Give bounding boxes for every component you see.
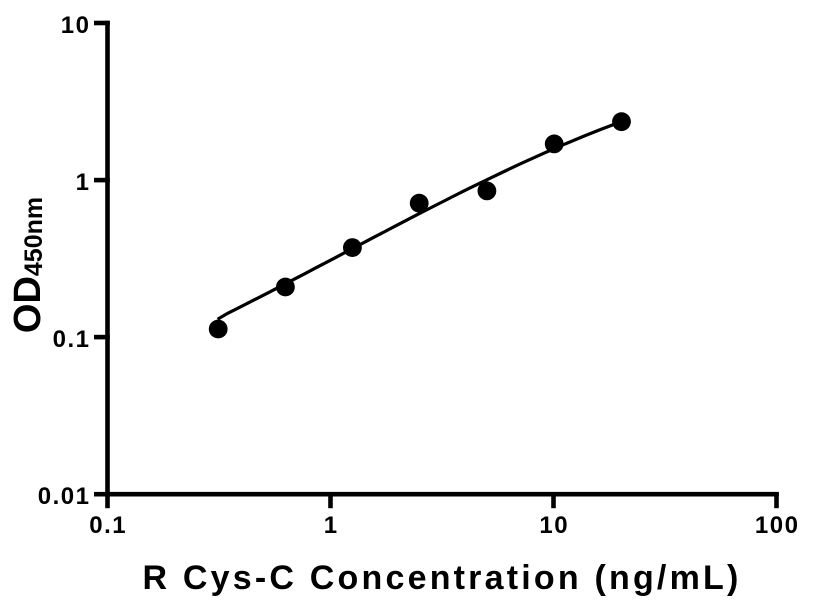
svg-text:10: 10 (539, 512, 569, 539)
svg-text:0.01: 0.01 (38, 483, 91, 510)
svg-text:1: 1 (324, 512, 339, 539)
svg-text:10: 10 (61, 12, 91, 39)
svg-text:0.1: 0.1 (89, 512, 127, 539)
svg-text:0.1: 0.1 (53, 326, 91, 353)
svg-text:R Cys-C Concentration (ng/mL): R Cys-C Concentration (ng/mL) (142, 559, 741, 597)
svg-text:100: 100 (755, 512, 800, 539)
svg-text:1: 1 (76, 169, 91, 196)
